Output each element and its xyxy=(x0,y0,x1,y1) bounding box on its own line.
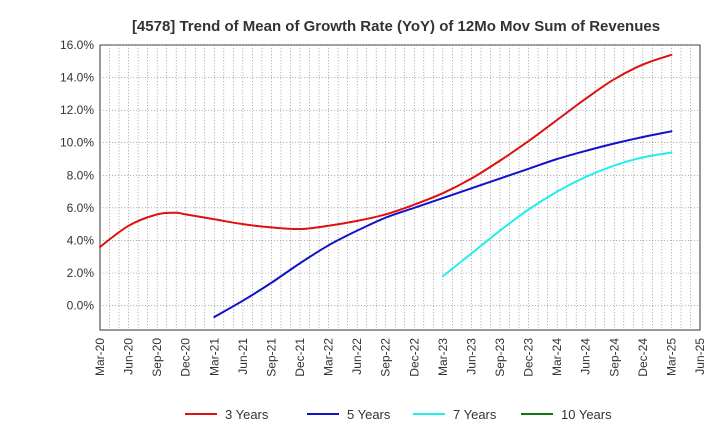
x-tick-label: Mar-21 xyxy=(207,338,221,376)
x-tick-label: Sep-23 xyxy=(493,338,507,377)
x-tick-label: Jun-21 xyxy=(236,338,250,375)
series-lines xyxy=(99,53,673,318)
x-tick-label: Jun-22 xyxy=(350,338,364,375)
x-tick-label: Dec-22 xyxy=(407,338,421,377)
x-axis-tick-labels: Mar-20 Jun-20 Sep-20 Dec-20 Mar-21 Jun-21 Sep-… xyxy=(93,338,707,377)
x-tick-label: Mar-24 xyxy=(550,338,564,376)
y-tick-label: 0.0% xyxy=(67,299,95,313)
y-tick-label: 4.0% xyxy=(67,233,95,247)
x-tick-label: Jun-20 xyxy=(122,338,136,375)
x-tick-label: Sep-24 xyxy=(607,338,621,377)
x-tick-label: Dec-21 xyxy=(293,338,307,377)
y-tick-label: 16.0% xyxy=(60,38,94,52)
legend-label-3-years: 3 Years xyxy=(225,407,269,422)
grid-lines xyxy=(100,44,700,330)
x-tick-label: Jun-23 xyxy=(464,338,478,375)
series-line-5-years xyxy=(213,130,673,318)
x-tick-label: Dec-24 xyxy=(636,338,650,377)
series-line-7-years xyxy=(441,151,673,278)
x-tick-label: Sep-22 xyxy=(379,338,393,377)
plot-frame xyxy=(99,44,701,331)
legend-label-10-years: 10 Years xyxy=(561,407,612,422)
legend-label-7-years: 7 Years xyxy=(453,407,497,422)
y-tick-label: 12.0% xyxy=(60,103,94,117)
plot-area xyxy=(99,44,701,331)
y-tick-label: 14.0% xyxy=(60,71,94,85)
x-tick-label: Mar-25 xyxy=(664,338,678,376)
chart-title: [4578] Trend of Mean of Growth Rate (YoY… xyxy=(132,18,660,35)
y-tick-label: 8.0% xyxy=(67,168,95,182)
x-tick-label: Jun-25 xyxy=(693,338,707,375)
x-tick-label: Mar-20 xyxy=(93,338,107,376)
legend-label-5-years: 5 Years xyxy=(347,407,391,422)
x-tick-label: Jun-24 xyxy=(579,338,593,375)
x-tick-label: Mar-22 xyxy=(322,338,336,376)
y-tick-label: 2.0% xyxy=(67,266,95,280)
legend: 3 Years 5 Years 7 Years 10 Years xyxy=(185,407,612,422)
x-tick-label: Sep-21 xyxy=(264,338,278,377)
y-tick-label: 10.0% xyxy=(60,136,94,150)
x-tick-label: Dec-20 xyxy=(179,338,193,377)
y-axis-tick-labels: 0.0% 2.0% 4.0% 6.0% 8.0% 10.0% 12.0% 14.0% 16.0% xyxy=(60,38,94,313)
series-line-3-years xyxy=(99,53,673,248)
x-tick-label: Dec-23 xyxy=(522,338,536,377)
x-tick-label: Sep-20 xyxy=(150,338,164,377)
y-tick-label: 6.0% xyxy=(67,201,95,215)
x-tick-label: Mar-23 xyxy=(436,338,450,376)
